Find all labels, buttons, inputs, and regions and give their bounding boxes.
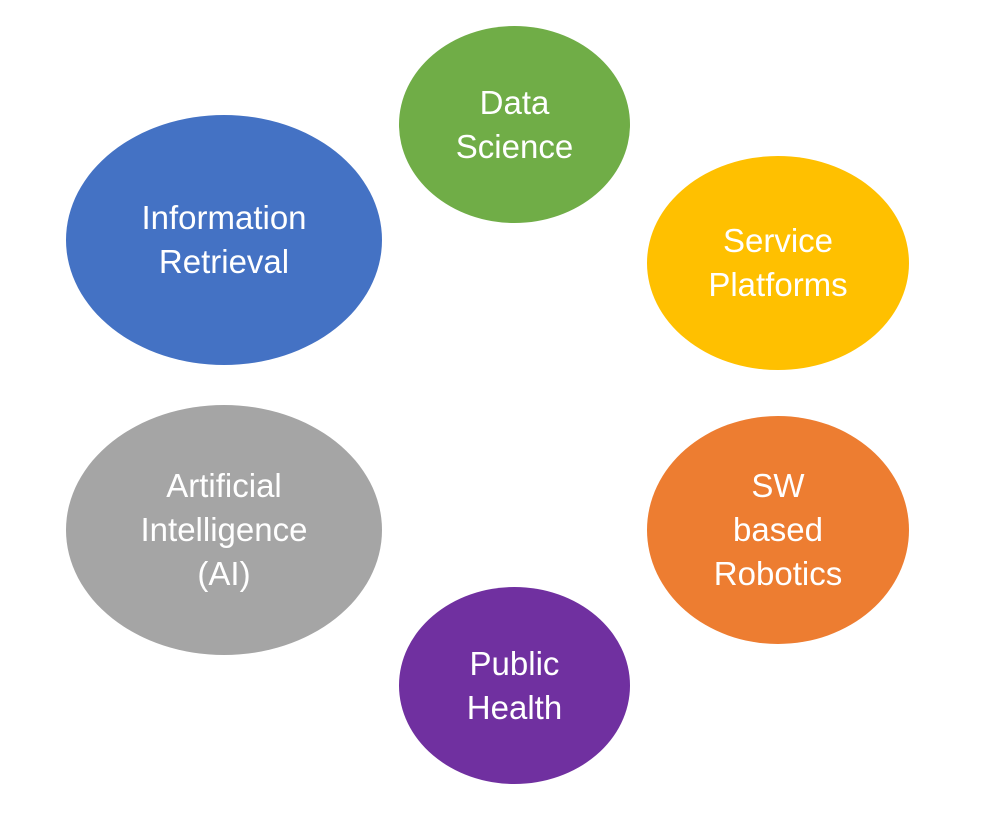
bubble-label-line: (AI) <box>197 555 251 592</box>
service-platforms-bubble: Service Platforms <box>647 156 909 370</box>
bubble-label-line: Robotics <box>713 555 843 592</box>
bubble-label-line: Public <box>469 644 560 682</box>
bubble-label-line: Science <box>455 127 574 165</box>
bubble-label-line: Artificial <box>166 467 282 504</box>
data-science-bubble: Data Science <box>399 26 630 223</box>
artificial-intelligence-bubble: Artificial Intelligence (AI) <box>66 405 382 655</box>
bubble-label-line: Information <box>141 199 307 236</box>
information-retrieval-bubble: Information Retrieval <box>66 115 382 365</box>
bubble-label-line: Data <box>479 83 550 121</box>
bubble-label-line: Service <box>722 222 834 259</box>
bubble-label-line: Retrieval <box>158 243 290 280</box>
bubble-label-line: Intelligence <box>140 511 308 548</box>
bubble-label-line: based <box>733 511 823 548</box>
sw-based-robotics-bubble: SW based Robotics <box>647 416 909 644</box>
bubble-label-line: Platforms <box>708 266 848 303</box>
public-health-bubble: Public Health <box>399 587 630 784</box>
bubble-label-line: Health <box>466 688 563 726</box>
bubble-label-line: SW <box>751 467 805 504</box>
